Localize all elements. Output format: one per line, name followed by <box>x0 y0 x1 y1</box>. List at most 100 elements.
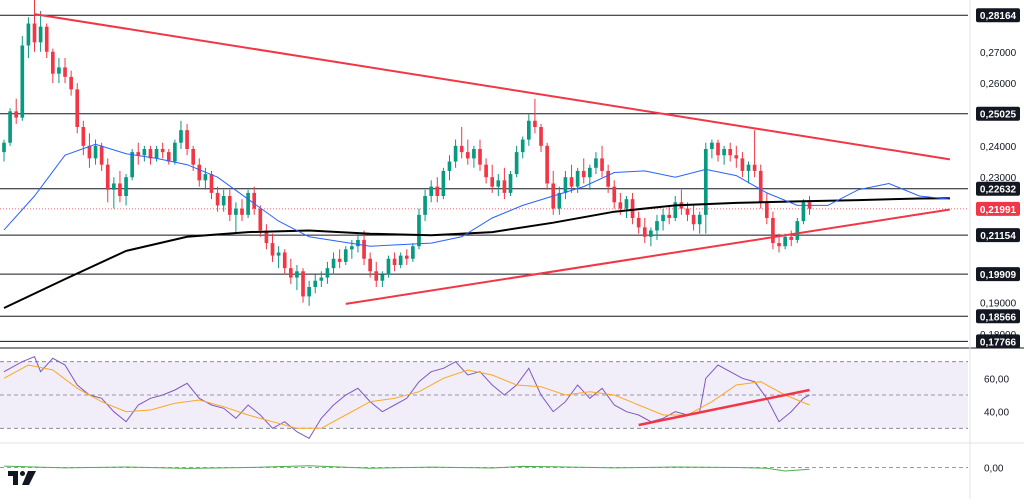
candle-body <box>301 271 305 297</box>
candle-body <box>185 130 189 149</box>
candle-body <box>642 227 647 237</box>
candle-body <box>386 258 391 275</box>
candle-body <box>264 230 269 244</box>
candle-body <box>331 258 336 269</box>
candle-body <box>398 255 403 266</box>
candle-body <box>38 26 43 43</box>
candle-body <box>459 145 464 153</box>
candle-body <box>356 239 360 247</box>
candle-body <box>325 268 330 278</box>
price-tick-label: 0,19000 <box>980 299 1017 310</box>
price-tick-label: 0,27000 <box>980 48 1017 59</box>
candle-body <box>490 177 495 187</box>
candle-body <box>734 155 739 159</box>
candle-body <box>221 196 226 206</box>
price-level-tag <box>976 267 1020 282</box>
candle-body <box>57 67 61 74</box>
candle-body <box>417 214 421 247</box>
price-level-label: 0,28164 <box>980 11 1017 22</box>
candle-body <box>26 23 31 46</box>
candle-body <box>8 111 12 143</box>
candle-body <box>563 177 568 193</box>
candle-body <box>691 214 696 225</box>
candle-body <box>20 45 25 118</box>
candle-body <box>362 239 366 259</box>
candle-body <box>697 214 702 225</box>
candle-body <box>87 145 92 159</box>
candle-body <box>142 148 147 156</box>
candle-body <box>258 208 263 231</box>
candle-body <box>478 148 482 165</box>
candle-body <box>771 217 775 244</box>
candle-body <box>441 170 446 197</box>
candle-body <box>618 202 623 209</box>
candle-body <box>685 208 690 215</box>
price-tick-label: 0,24000 <box>980 142 1017 153</box>
candle-body <box>124 177 128 197</box>
candle-body <box>81 127 86 146</box>
candle-body <box>160 148 165 153</box>
candle-body <box>526 120 531 140</box>
candle-body <box>746 164 751 171</box>
candle-body <box>630 199 635 218</box>
candle-body <box>655 221 659 231</box>
candle-body <box>539 127 543 146</box>
candle-body <box>44 26 49 52</box>
candle-body <box>288 268 293 278</box>
candle-body <box>612 186 617 203</box>
candle-body <box>624 199 629 209</box>
candle-body <box>282 252 287 269</box>
candle-body <box>716 142 720 156</box>
candle-body <box>508 174 513 193</box>
candle-body <box>722 148 726 156</box>
candle-body <box>2 142 6 153</box>
candle-body <box>453 145 458 162</box>
candle-body <box>93 145 98 159</box>
price-level-label: 0,22632 <box>980 185 1017 196</box>
price-level-tag <box>976 8 1020 23</box>
candle-body <box>166 152 171 162</box>
candle-body <box>703 148 708 215</box>
candle-body <box>179 130 183 143</box>
candle-body <box>227 196 232 215</box>
candle-body <box>520 139 525 153</box>
price-level-tag <box>976 309 1020 324</box>
candle-body <box>575 170 580 187</box>
candle-body <box>368 258 372 272</box>
candle-body <box>496 180 501 187</box>
candle-body <box>447 161 452 171</box>
candle-body <box>795 221 800 240</box>
candle-body <box>764 202 769 218</box>
momentum-line <box>3 465 810 472</box>
candle-body <box>569 177 574 187</box>
candle-body <box>472 148 476 159</box>
price-level-label: 0,17766 <box>980 337 1017 348</box>
candle-body <box>63 67 67 77</box>
rsi-tick-label: 60,00 <box>984 374 1009 385</box>
price-level-tag <box>976 181 1020 196</box>
candle-body <box>32 23 37 43</box>
price-level-label: 0,25025 <box>980 110 1017 121</box>
candle-body <box>215 192 220 206</box>
candle-body <box>783 236 787 247</box>
oscillator-tick-label: 0,00 <box>984 464 1004 475</box>
price-tick-label: 0,23000 <box>980 173 1017 184</box>
candle-body <box>502 180 507 193</box>
candle-body <box>758 170 763 203</box>
ma-long-line <box>3 197 950 309</box>
candle-body <box>777 243 781 247</box>
price-level-label: 0,19909 <box>980 270 1017 281</box>
candle-body <box>752 164 757 171</box>
descending-resistance-trendline <box>34 13 951 161</box>
candle-body <box>600 158 604 171</box>
price-level-label: 0,21154 <box>980 231 1016 242</box>
candle-body <box>191 148 196 165</box>
candle-body <box>411 246 415 259</box>
candle-body <box>801 202 806 222</box>
candle-body <box>392 258 397 266</box>
ma-short-line <box>3 143 950 247</box>
candle-body <box>197 164 202 181</box>
price-level-tag <box>976 201 1020 216</box>
candle-body <box>533 120 537 128</box>
